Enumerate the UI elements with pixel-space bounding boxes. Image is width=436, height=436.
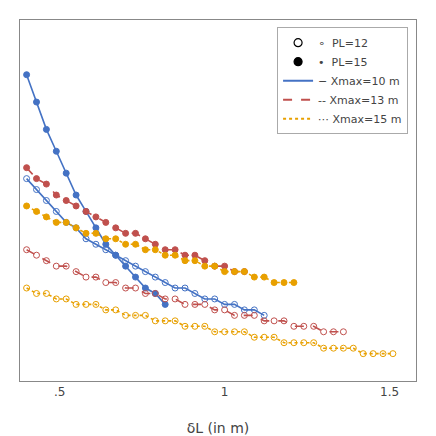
svg-text:δL (in m): δL (in m) <box>187 420 250 436</box>
svg-text:− Xmax=10 m: − Xmax=10 m <box>318 75 400 88</box>
svg-text:∘ PL=12: ∘ PL=12 <box>318 37 368 50</box>
svg-text:• PL=15: • PL=15 <box>318 56 367 69</box>
svg-text:⋯ Xmax=15 m: ⋯ Xmax=15 m <box>318 113 401 126</box>
svg-text:1: 1 <box>221 385 229 399</box>
svg-text:.5: .5 <box>54 385 65 399</box>
svg-text:-- Xmax=13 m: -- Xmax=13 m <box>318 94 398 107</box>
svg-text:1.5: 1.5 <box>380 385 399 399</box>
